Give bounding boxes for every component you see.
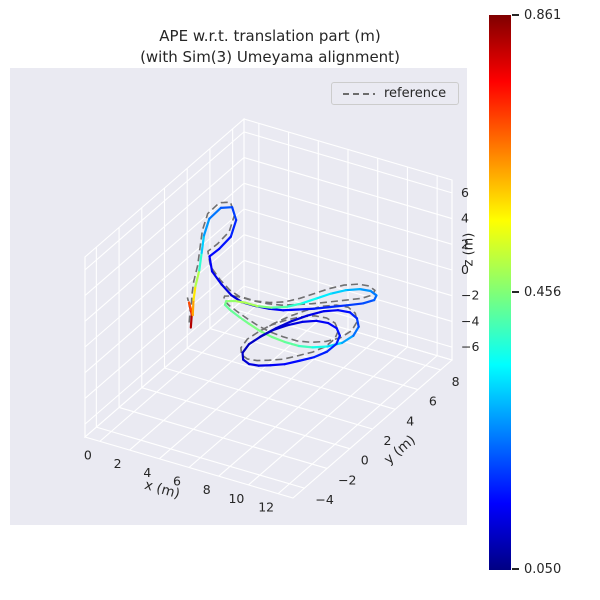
colorbar-label-min: 0.050 bbox=[524, 562, 562, 577]
svg-text:−4: −4 bbox=[315, 492, 333, 507]
svg-text:6: 6 bbox=[173, 474, 181, 489]
plot-title-line1: APE w.r.t. translation part (m) bbox=[159, 27, 381, 45]
svg-text:−2: −2 bbox=[461, 288, 479, 303]
svg-text:0: 0 bbox=[461, 262, 469, 277]
reference-dashed-line-icon bbox=[343, 92, 375, 95]
colorbar-label-max: 0.861 bbox=[524, 8, 562, 23]
svg-text:2: 2 bbox=[384, 433, 392, 448]
colorbar bbox=[489, 15, 511, 570]
colorbar-label-mid: 0.456 bbox=[524, 285, 562, 300]
svg-text:2: 2 bbox=[461, 236, 469, 251]
reference-trajectory bbox=[186, 201, 376, 362]
svg-text:8: 8 bbox=[452, 374, 460, 389]
legend-label-reference: reference bbox=[384, 86, 447, 101]
svg-text:−6: −6 bbox=[461, 339, 479, 354]
svg-text:0: 0 bbox=[361, 453, 369, 468]
svg-text:10: 10 bbox=[228, 491, 244, 506]
svg-text:12: 12 bbox=[258, 500, 274, 515]
svg-text:4: 4 bbox=[406, 413, 414, 428]
svg-text:2: 2 bbox=[114, 456, 122, 471]
svg-text:6: 6 bbox=[429, 394, 437, 409]
svg-text:8: 8 bbox=[203, 482, 211, 497]
plot-title: APE w.r.t. translation part (m) (with Si… bbox=[10, 26, 530, 68]
svg-text:−2: −2 bbox=[338, 472, 356, 487]
svg-text:6: 6 bbox=[461, 185, 469, 200]
colorbar-tick-top bbox=[512, 14, 519, 16]
svg-text:4: 4 bbox=[143, 465, 151, 480]
colorbar-tick-bottom bbox=[512, 568, 519, 570]
z-axis-label: z (m) bbox=[461, 232, 477, 267]
svg-text:−4: −4 bbox=[461, 313, 479, 328]
colorbar-tick-middle bbox=[512, 291, 519, 293]
legend: reference bbox=[331, 82, 460, 105]
svg-text:0: 0 bbox=[84, 447, 92, 462]
grid-lines bbox=[83, 117, 454, 499]
ape-trajectory bbox=[187, 206, 378, 367]
svg-text:4: 4 bbox=[461, 211, 469, 226]
plot-title-line2: (with Sim(3) Umeyama alignment) bbox=[140, 48, 400, 66]
